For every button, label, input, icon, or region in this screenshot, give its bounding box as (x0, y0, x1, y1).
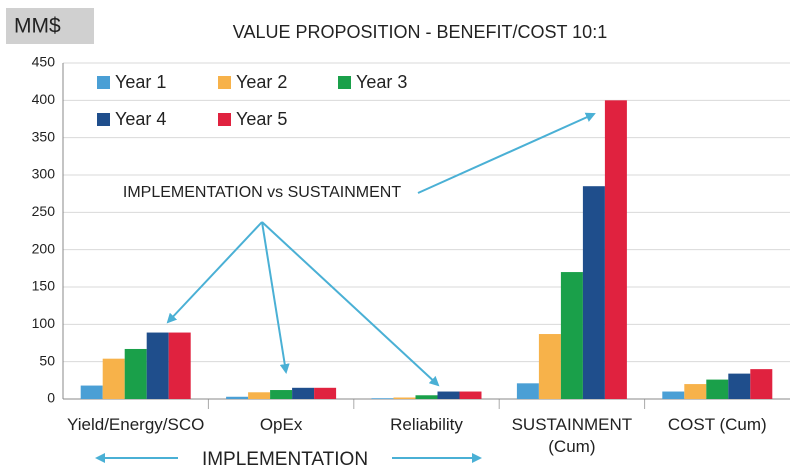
y-tick-label: 150 (32, 278, 56, 294)
bar (604, 100, 627, 399)
legend-label: Year 2 (236, 72, 287, 92)
x-tick-label: Yield/Energy/SCO (67, 415, 205, 434)
y-tick-label: 0 (47, 390, 55, 406)
bar (560, 272, 583, 399)
group-label: IMPLEMENTATION (202, 449, 368, 470)
bar (292, 387, 315, 399)
legend-swatch (218, 113, 231, 126)
bar (750, 369, 773, 399)
bar (168, 332, 191, 399)
bar (516, 383, 539, 399)
bar (248, 392, 271, 399)
x-tick-label: SUSTAINMENT (Cum) (511, 415, 633, 456)
x-tick-label: COST (Cum) (667, 415, 767, 434)
legend-swatch (338, 76, 351, 89)
bar (371, 398, 394, 399)
bar (662, 391, 685, 399)
y-tick-label: 300 (32, 166, 56, 182)
unit-box (6, 8, 94, 44)
y-tick-label: 450 (32, 54, 56, 70)
legend-label: Year 5 (236, 109, 287, 129)
bar (226, 396, 249, 399)
bar (582, 186, 605, 399)
legend-label: Year 1 (115, 72, 166, 92)
bar (706, 379, 729, 399)
legend-label: Year 4 (115, 109, 166, 129)
y-tick-label: 200 (32, 240, 56, 256)
legend-swatch (97, 76, 110, 89)
y-tick-label: 100 (32, 315, 56, 331)
legend-swatch (97, 113, 110, 126)
y-tick-label: 250 (32, 203, 56, 219)
chart-title: VALUE PROPOSITION - BENEFIT/COST 10:1 (233, 22, 607, 42)
annotation: IMPLEMENTATION vs SUSTAINMENT (123, 184, 401, 201)
x-tick-label: OpEx (259, 415, 303, 434)
bar (102, 358, 125, 399)
y-tick-label: 50 (39, 352, 55, 368)
bar (146, 332, 169, 399)
bar (538, 334, 561, 399)
legend-label: Year 3 (356, 72, 407, 92)
bar (459, 391, 482, 399)
y-tick-label: 400 (32, 91, 56, 107)
bar (393, 397, 416, 399)
bar (728, 373, 751, 399)
bar (314, 387, 337, 399)
bar (80, 385, 103, 399)
x-tick-label: Reliability (390, 415, 463, 434)
unit-label: MM$ (14, 15, 61, 38)
bar (437, 391, 460, 399)
bar (415, 395, 438, 399)
bar (124, 348, 147, 399)
arrows (95, 112, 596, 463)
legend-swatch (218, 76, 231, 89)
bar (270, 390, 293, 399)
y-tick-label: 350 (32, 128, 56, 144)
bar (684, 384, 707, 399)
